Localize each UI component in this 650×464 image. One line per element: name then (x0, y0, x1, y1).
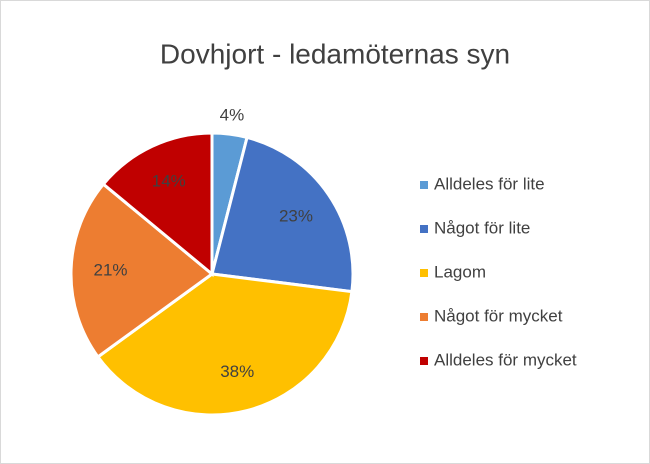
legend-swatch (420, 357, 428, 365)
legend-swatch (420, 225, 428, 233)
legend-swatch (420, 313, 428, 321)
legend-label: Alldeles för lite (434, 174, 545, 193)
legend-label: Alldeles för mycket (434, 350, 577, 369)
pie-slice (95, 272, 354, 417)
legend-label: Något för lite (434, 218, 530, 237)
data-label: 14% (152, 172, 186, 191)
data-label: 38% (220, 362, 254, 381)
legend-swatch (420, 181, 428, 189)
pie-slice (69, 182, 215, 359)
legend-label: Något för mycket (434, 306, 563, 325)
chart-title: Dovhjort - ledamöternas syn (160, 38, 510, 69)
data-label: 23% (279, 206, 313, 225)
pie-slice (101, 131, 214, 278)
pie-slice (210, 135, 355, 294)
data-label: 4% (220, 106, 245, 125)
legend-swatch (420, 269, 428, 277)
data-label: 21% (94, 260, 128, 279)
legend-label: Lagom (434, 262, 486, 281)
